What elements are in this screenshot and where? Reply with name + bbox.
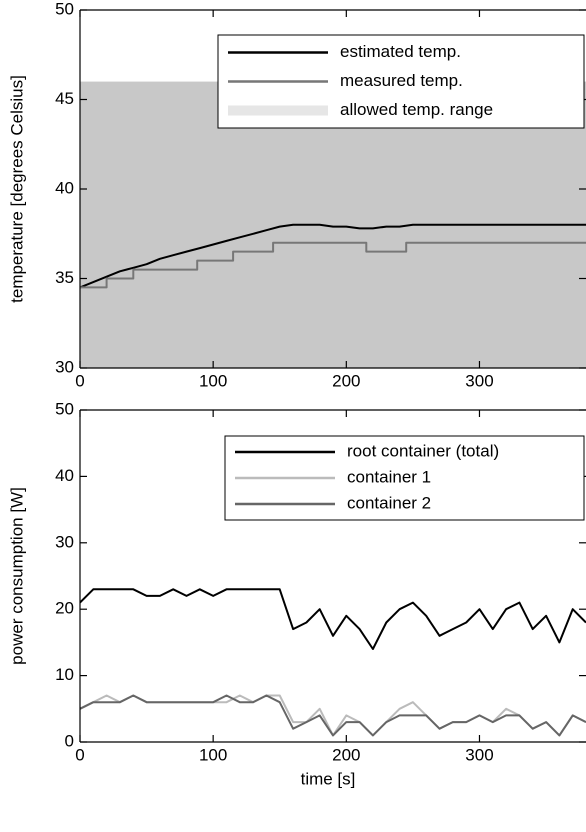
series-line [80,241,586,289]
plot-area [80,588,586,737]
y-axis-label: power consumption [W] [7,487,26,665]
y-tick-label: 45 [55,89,74,108]
legend-label: container 1 [347,467,431,486]
x-tick-label: 0 [75,371,84,390]
y-tick-label: 35 [55,268,74,287]
y-tick-label: 50 [55,0,74,18]
y-tick-label: 30 [55,357,74,376]
x-tick-label: 300 [465,745,493,764]
legend-label: container 2 [347,493,431,512]
y-tick-label: 50 [55,399,74,418]
y-tick-label: 40 [55,466,74,485]
series-line [80,694,586,737]
x-tick-label: 200 [332,371,360,390]
y-tick-label: 10 [55,665,74,684]
x-tick-label: 100 [199,745,227,764]
y-axis-label: temperature [degrees Celsius] [7,75,26,303]
x-tick-label: 100 [199,371,227,390]
x-tick-label: 0 [75,745,84,764]
y-tick-label: 0 [65,731,74,750]
y-tick-label: 40 [55,178,74,197]
y-tick-label: 30 [55,532,74,551]
x-tick-label: 300 [465,371,493,390]
series-line [80,223,586,289]
legend-label: allowed temp. range [340,100,493,119]
plot-area [80,81,586,368]
legend-label: estimated temp. [340,42,461,61]
x-axis-label: time [s] [301,769,356,788]
y-tick-label: 20 [55,599,74,618]
series-line [80,588,586,650]
legend-label: measured temp. [340,71,463,90]
x-tick-label: 200 [332,745,360,764]
legend-label: root container (total) [347,441,499,460]
